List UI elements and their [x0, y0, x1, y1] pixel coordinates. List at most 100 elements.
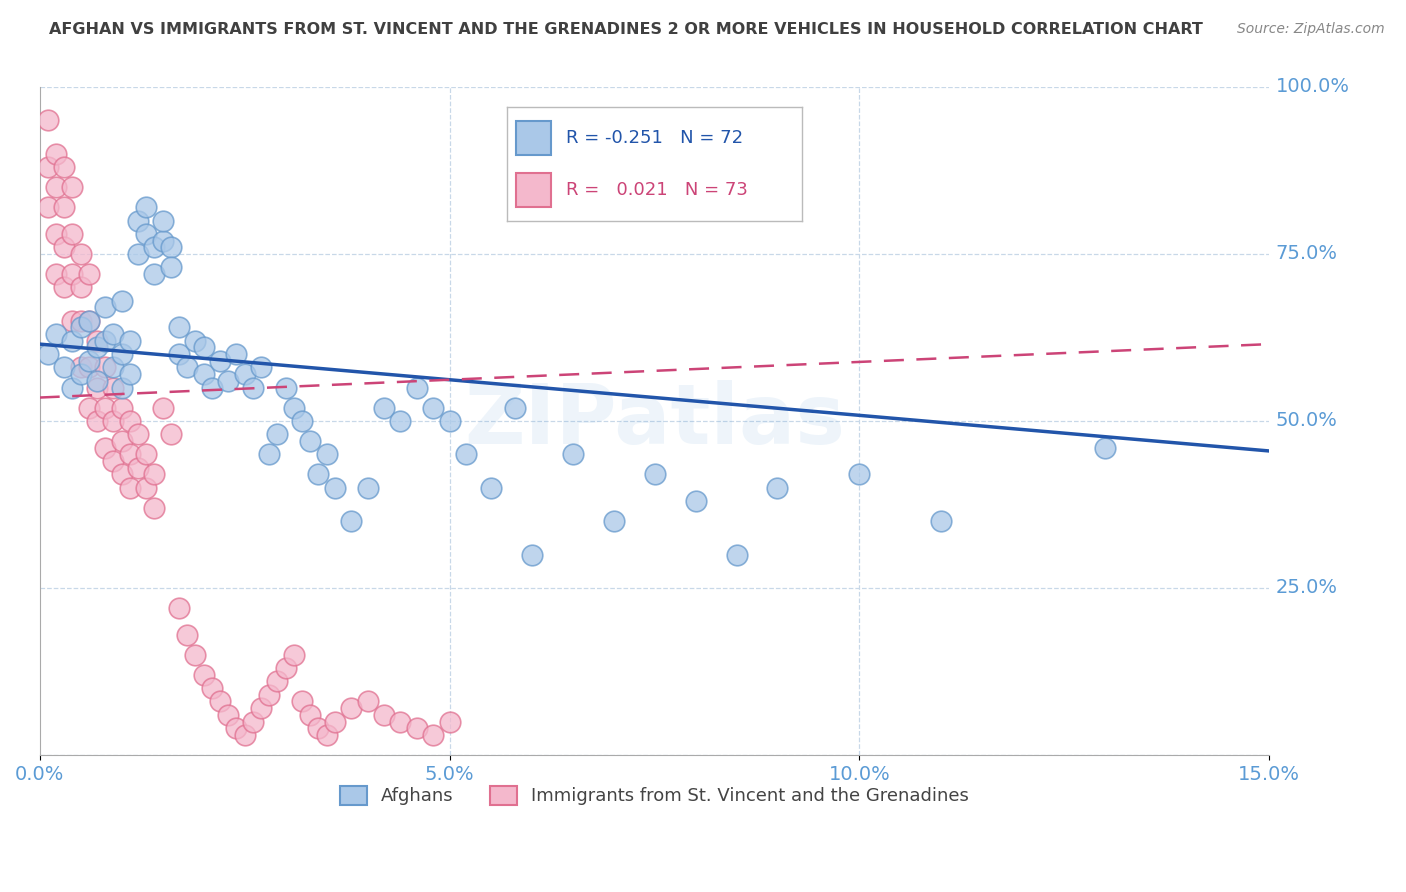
Text: ZIPatlas: ZIPatlas [464, 380, 845, 461]
Point [118, 367, 141, 381]
Point [111, 401, 134, 415]
Point [77, 360, 100, 375]
Point [225, 721, 247, 735]
Point [53, 160, 76, 174]
Point [135, 481, 157, 495]
Point [160, 260, 183, 275]
Point [454, 447, 477, 461]
Point [69, 360, 91, 375]
Point [225, 347, 247, 361]
Point [143, 240, 166, 254]
Point [389, 414, 412, 428]
Point [520, 548, 543, 562]
Point [111, 347, 134, 361]
Text: Source: ZipAtlas.com: Source: ZipAtlas.com [1237, 22, 1385, 37]
Point [422, 401, 444, 415]
Point [77, 314, 100, 328]
Point [274, 380, 297, 394]
Point [242, 714, 264, 729]
Point [69, 367, 91, 381]
Point [167, 320, 190, 334]
Point [405, 380, 427, 394]
Point [291, 414, 314, 428]
Point [152, 234, 174, 248]
Point [37, 113, 59, 128]
Point [143, 267, 166, 281]
Point [250, 360, 273, 375]
Point [439, 714, 461, 729]
Point [233, 367, 256, 381]
Point [94, 301, 117, 315]
Text: 25.0%: 25.0% [1275, 578, 1337, 598]
Point [356, 481, 378, 495]
Point [94, 360, 117, 375]
Point [257, 447, 280, 461]
Point [315, 447, 337, 461]
Point [118, 414, 141, 428]
Point [62, 180, 84, 194]
Point [111, 380, 134, 394]
Point [62, 380, 84, 394]
Point [103, 380, 125, 394]
Point [135, 200, 157, 214]
Point [160, 427, 183, 442]
Point [86, 414, 108, 428]
Point [323, 481, 346, 495]
Text: 100.0%: 100.0% [1275, 78, 1350, 96]
Point [69, 314, 91, 328]
Point [561, 447, 583, 461]
Point [931, 514, 953, 528]
Point [69, 280, 91, 294]
Point [1094, 441, 1116, 455]
Point [405, 721, 427, 735]
Point [184, 334, 207, 348]
Point [685, 494, 707, 508]
Point [307, 721, 329, 735]
Point [86, 341, 108, 355]
Point [62, 267, 84, 281]
Point [86, 334, 108, 348]
Point [250, 701, 273, 715]
Text: 75.0%: 75.0% [1275, 244, 1337, 263]
Point [37, 347, 59, 361]
Point [193, 367, 215, 381]
Point [291, 694, 314, 708]
Text: 50.0%: 50.0% [1275, 411, 1337, 431]
Point [233, 728, 256, 742]
Point [503, 401, 526, 415]
Point [356, 694, 378, 708]
Point [77, 401, 100, 415]
Point [135, 447, 157, 461]
Point [103, 414, 125, 428]
Point [340, 514, 363, 528]
Point [299, 434, 322, 448]
Point [266, 674, 288, 689]
Point [77, 314, 100, 328]
Point [644, 467, 666, 482]
Point [242, 380, 264, 394]
Point [201, 380, 224, 394]
Point [167, 347, 190, 361]
Point [373, 401, 395, 415]
Point [69, 247, 91, 261]
Point [274, 661, 297, 675]
Point [209, 694, 232, 708]
Point [53, 240, 76, 254]
Point [45, 267, 67, 281]
Point [45, 227, 67, 241]
Point [45, 146, 67, 161]
Point [283, 648, 305, 662]
Point [111, 434, 134, 448]
Point [602, 514, 624, 528]
Point [118, 481, 141, 495]
Point [86, 380, 108, 394]
Point [118, 334, 141, 348]
Point [111, 467, 134, 482]
Point [77, 267, 100, 281]
Point [323, 714, 346, 729]
Point [193, 341, 215, 355]
Point [37, 160, 59, 174]
Point [184, 648, 207, 662]
Point [266, 427, 288, 442]
Point [62, 314, 84, 328]
